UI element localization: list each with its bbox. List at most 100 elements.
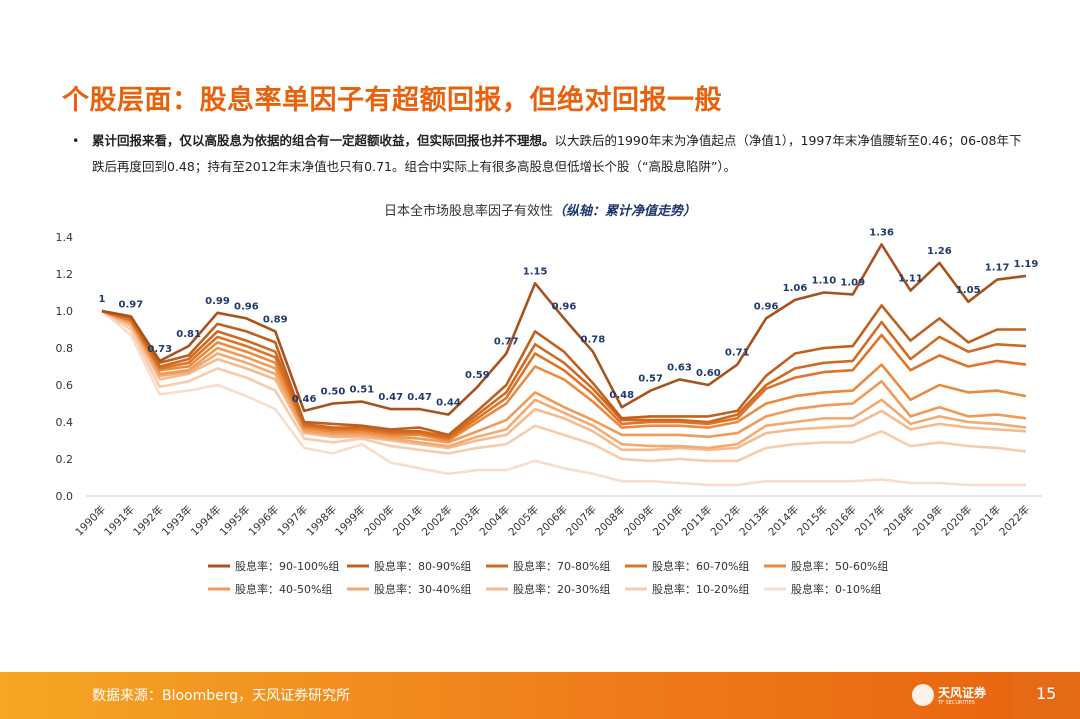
chart-title-sub: （纵轴：累计净值走势） <box>553 204 697 219</box>
footer-source: 数据来源：Bloomberg，天风证券研究所 <box>92 688 351 704</box>
x-tick-label: 2008年 <box>592 503 628 539</box>
data-label: 0.63 <box>667 362 692 373</box>
x-tick-label: 2018年 <box>881 503 917 539</box>
y-tick-label: 0.2 <box>56 453 74 466</box>
series-line <box>101 304 1026 437</box>
x-tick-label: 2016年 <box>823 503 859 539</box>
series-line <box>101 309 1027 442</box>
legend-label: 股息率：40-50%组 <box>235 582 332 596</box>
x-tick-label: 2011年 <box>679 503 715 539</box>
bullet-body-text: 以大跌后的1990年末为净值起点（净值1），1997年末净值腰斩至0.46；06… <box>92 133 1022 174</box>
x-tick-label: 2019年 <box>910 503 946 539</box>
series-line <box>101 309 1027 440</box>
page-number: 15 <box>1036 684 1057 703</box>
data-label: 1.26 <box>927 246 952 257</box>
data-label: 1.19 <box>1014 259 1039 270</box>
data-label: 1.10 <box>812 276 837 287</box>
legend-label: 股息率：20-30%组 <box>513 582 610 596</box>
series-line <box>101 309 1027 450</box>
x-tick-label: 2022年 <box>997 503 1033 539</box>
chart-title-main: 日本全市场股息率因子有效性 <box>383 204 553 219</box>
data-label: 0.46 <box>292 394 317 405</box>
data-label: 0.97 <box>119 300 144 311</box>
logo-subtext: TF SECURITIES <box>938 700 975 706</box>
bullet-dot-icon: • <box>72 133 80 148</box>
y-tick-label: 1.4 <box>56 231 74 244</box>
x-tick-label: 2021年 <box>968 503 1004 539</box>
x-tick-label: 1991年 <box>101 503 137 539</box>
x-tick-label: 1995年 <box>217 503 253 539</box>
logo-text: 天风证券 <box>938 686 987 700</box>
x-tick-label: 1992年 <box>130 503 166 539</box>
x-tick-label: 2014年 <box>766 503 802 539</box>
data-label: 0.51 <box>350 385 375 396</box>
data-label: 1.06 <box>783 283 808 294</box>
x-tick-label: 1994年 <box>188 503 224 539</box>
footer-bar: 数据来源：Bloomberg，天风证券研究所 天风证券 TF SECURITIE… <box>0 672 1080 719</box>
legend-label: 股息率：60-70%组 <box>652 559 749 573</box>
series-line <box>101 243 1027 416</box>
bullet-text: 累计回报来看，仅以高股息为依据的组合有一定超额收益，但实际回报也并不理想。以大跌… <box>92 128 1022 180</box>
data-label: 0.89 <box>263 314 288 325</box>
series-line <box>101 309 1026 487</box>
page-title: 个股层面：股息率单因子有超额回报，但绝对回报一般 <box>62 85 722 116</box>
x-tick-label: 1998年 <box>304 503 340 539</box>
legend-label: 股息率：0-10%组 <box>791 582 881 596</box>
line-chart: 0.00.20.40.60.81.01.21.41990年1991年1992年1… <box>56 227 1042 596</box>
page-number-box <box>1013 672 1080 719</box>
company-logo: 天风证券 TF SECURITIES <box>912 680 1002 712</box>
data-label: 1 <box>99 294 106 305</box>
x-tick-label: 1990年 <box>73 503 109 539</box>
data-label: 0.50 <box>321 387 346 398</box>
y-tick-label: 0.8 <box>56 342 74 355</box>
data-label: 0.77 <box>494 337 519 348</box>
data-label: 0.60 <box>696 368 721 379</box>
data-label: 0.71 <box>725 348 750 359</box>
x-tick-label: 2003年 <box>448 503 484 539</box>
x-tick-label: 1996年 <box>246 503 282 539</box>
data-label: 1.36 <box>869 227 894 238</box>
x-tick-label: 2002年 <box>419 503 455 539</box>
data-label: 0.96 <box>754 301 779 312</box>
data-label: 0.47 <box>378 392 403 403</box>
logo-mark-icon <box>912 684 934 706</box>
series-line <box>101 309 1027 452</box>
data-label: 0.99 <box>205 296 230 307</box>
y-tick-label: 0.4 <box>56 416 74 429</box>
x-tick-label: 1999年 <box>332 503 368 539</box>
x-tick-label: 2013年 <box>737 503 773 539</box>
data-label: 0.73 <box>147 344 172 355</box>
data-label: 0.47 <box>407 392 432 403</box>
x-tick-label: 1993年 <box>159 503 195 539</box>
data-label: 1.15 <box>523 266 548 277</box>
data-label: 1.09 <box>840 277 865 288</box>
bullet-bold-text: 累计回报来看，仅以高股息为依据的组合有一定超额收益，但实际回报也并不理想。 <box>92 133 555 148</box>
legend-label: 股息率：70-80%组 <box>513 559 610 573</box>
y-tick-label: 0.6 <box>56 379 74 392</box>
x-tick-label: 2006年 <box>535 503 571 539</box>
data-label: 0.59 <box>465 370 490 381</box>
x-tick-label: 2001年 <box>390 503 426 539</box>
data-label: 0.57 <box>638 374 663 385</box>
data-label: 0.78 <box>581 335 606 346</box>
data-label: 0.44 <box>436 398 461 409</box>
data-label: 1.17 <box>985 263 1010 274</box>
x-tick-label: 2009年 <box>621 503 657 539</box>
x-tick-label: 2020年 <box>939 503 975 539</box>
series-line <box>101 309 1027 444</box>
y-tick-label: 1.2 <box>56 268 74 281</box>
y-tick-label: 1.0 <box>56 305 74 318</box>
legend-label: 股息率：10-20%组 <box>652 582 749 596</box>
x-tick-label: 2000年 <box>361 503 397 539</box>
data-label: 0.81 <box>176 329 201 340</box>
series-line <box>101 309 1027 463</box>
data-label: 0.96 <box>552 301 577 312</box>
x-tick-label: 2005年 <box>506 503 542 539</box>
data-label: 0.96 <box>234 301 259 312</box>
x-tick-label: 2012年 <box>708 503 744 539</box>
y-tick-label: 0.0 <box>56 490 74 503</box>
legend-label: 股息率：90-100%组 <box>235 559 339 573</box>
x-tick-label: 1997年 <box>275 503 311 539</box>
series-line <box>101 309 1027 439</box>
x-tick-label: 2007年 <box>563 503 599 539</box>
